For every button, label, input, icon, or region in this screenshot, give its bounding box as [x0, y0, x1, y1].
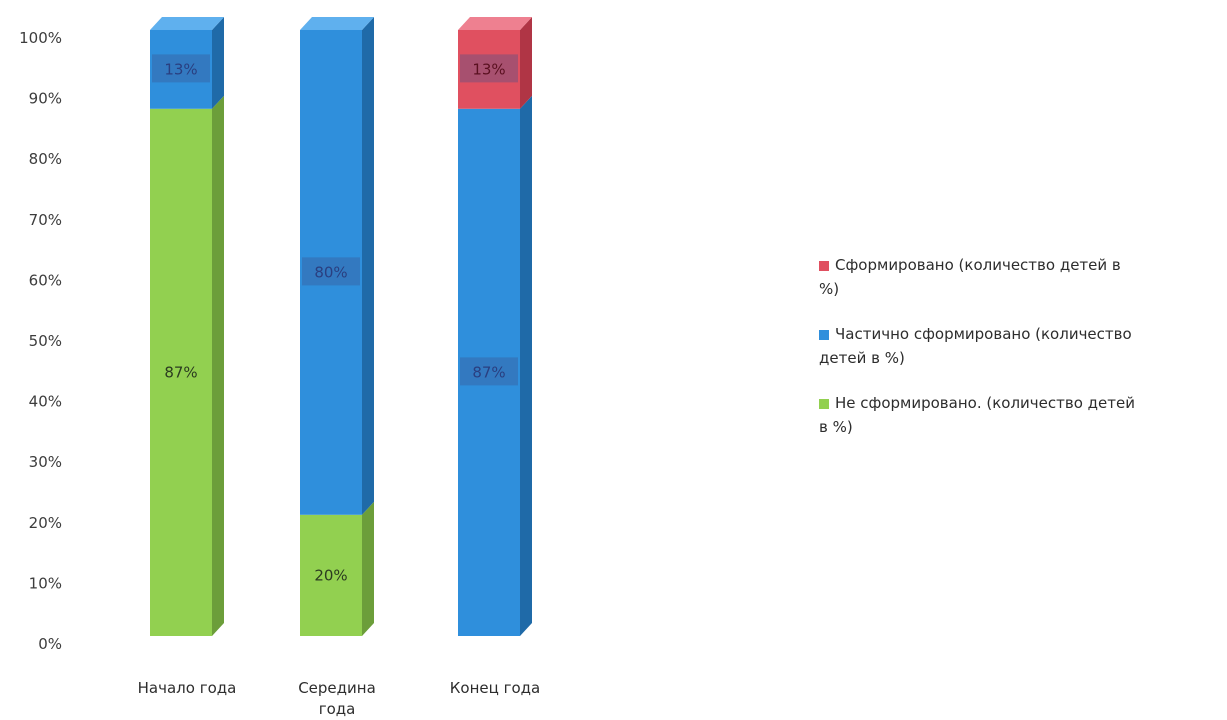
bar-segment	[300, 30, 362, 515]
bar-segment-side	[212, 17, 224, 109]
y-tick-label: 50%	[29, 332, 62, 350]
bar-segment	[458, 30, 520, 109]
y-tick-label: 0%	[38, 635, 62, 653]
y-tick-label: 90%	[29, 90, 62, 108]
bar-segment-top	[300, 17, 374, 30]
y-tick-label: 60%	[29, 271, 62, 289]
x-tick-label: Начало года	[138, 679, 237, 697]
y-tick-label: 20%	[29, 514, 62, 532]
bar-segment-top	[458, 17, 532, 30]
data-labels: 87% 13% 20% 80% 87% 13%	[152, 54, 518, 584]
legend-label: Сформировано (количество детей в%)	[819, 256, 1121, 298]
y-axis: 0% 10% 20% 30% 40% 50% 60% 70% 80% 90% 100%	[19, 29, 62, 653]
data-label: 87%	[472, 363, 505, 381]
legend-label: Частично сформировано (количество детей в…	[819, 325, 1132, 367]
data-label: 87%	[164, 363, 197, 381]
legend-swatch	[819, 330, 829, 340]
bar-segment-side	[362, 501, 374, 636]
bars	[150, 17, 532, 636]
y-tick-label: 80%	[29, 150, 62, 168]
data-label-bg	[152, 54, 210, 83]
y-tick-label: 10%	[29, 574, 62, 592]
data-label: 13%	[472, 60, 505, 78]
data-label-bg	[460, 54, 518, 83]
y-tick-label: 40%	[29, 393, 62, 411]
bar-segment-top	[150, 17, 224, 30]
x-tick-label: Середина года	[298, 679, 376, 718]
bar-segment-side	[520, 95, 532, 636]
bar-segment	[300, 514, 362, 636]
x-axis: Начало года Середина года Конец года	[138, 679, 541, 718]
y-tick-label: 30%	[29, 453, 62, 471]
y-tick-label: 70%	[29, 211, 62, 229]
legend-swatch	[819, 399, 829, 409]
data-label: 13%	[164, 60, 197, 78]
y-tick-label: 100%	[19, 29, 62, 47]
legend-label: Не сформировано. (количество детей в %)	[819, 394, 1135, 436]
bar-segment	[458, 108, 520, 636]
bar-segment-side	[362, 17, 374, 515]
data-label-bg	[302, 257, 360, 286]
legend-swatch	[819, 261, 829, 271]
data-label-bg	[460, 357, 518, 386]
data-label: 80%	[314, 263, 347, 281]
bar-segment-side	[520, 17, 532, 109]
bar-segment	[150, 108, 212, 636]
bar-segment	[150, 30, 212, 109]
bar-segment-side	[212, 95, 224, 636]
x-tick-label: Конец года	[450, 679, 540, 697]
legend: Сформировано (количество детей в %) Частич…	[819, 256, 1135, 436]
data-label: 20%	[314, 566, 347, 584]
